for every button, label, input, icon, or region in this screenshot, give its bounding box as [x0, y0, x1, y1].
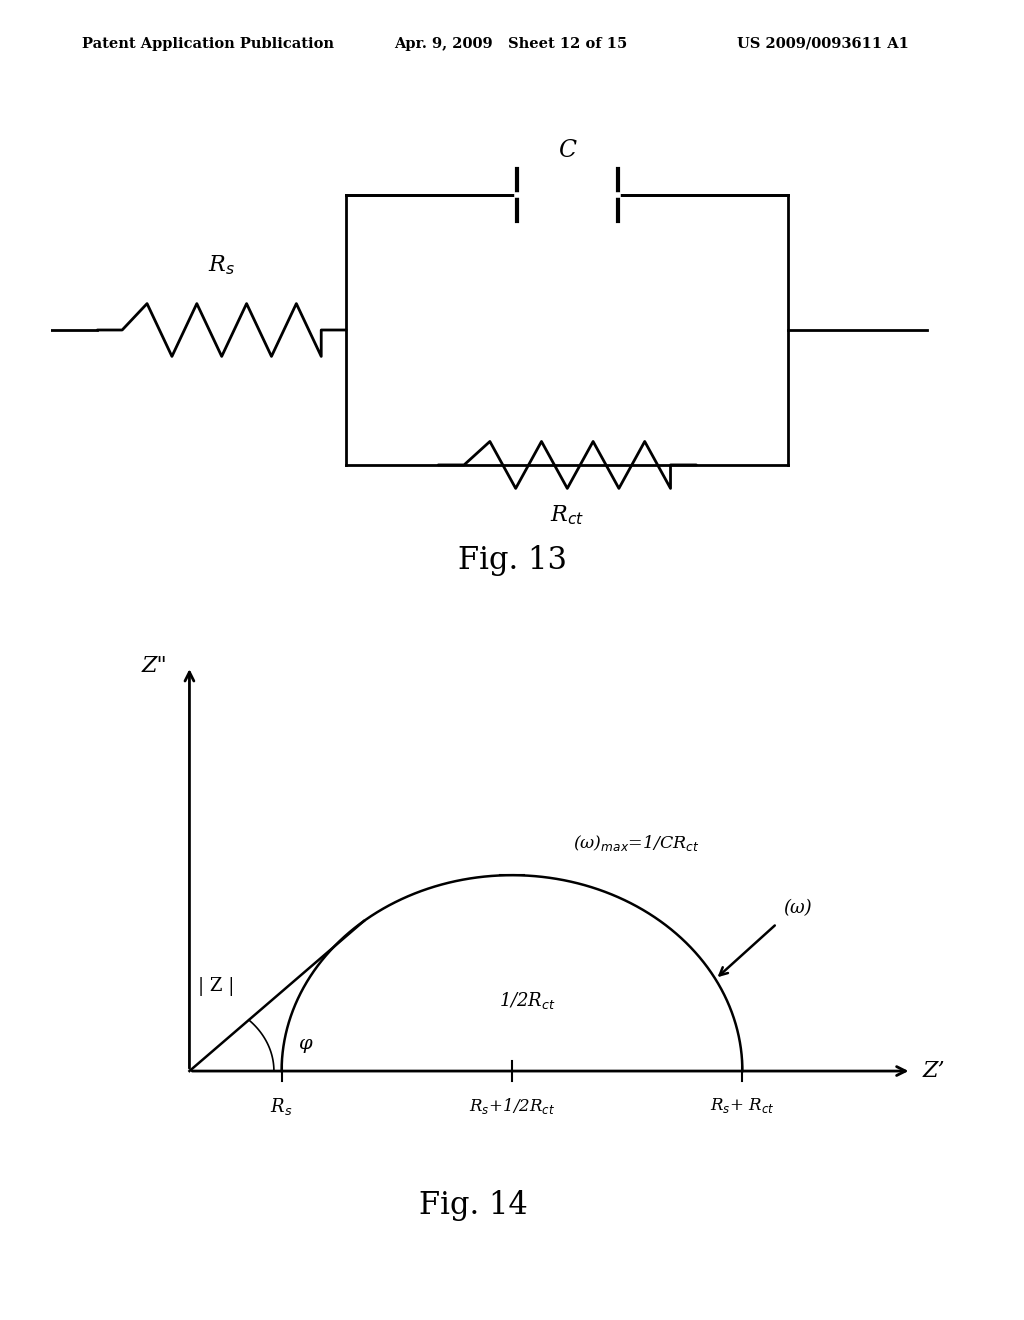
Text: Z’: Z’ [923, 1060, 945, 1082]
Text: φ: φ [298, 1035, 311, 1052]
Text: R$_{ct}$: R$_{ct}$ [550, 503, 585, 527]
Text: Patent Application Publication: Patent Application Publication [82, 37, 334, 51]
Text: (ω)$_{max}$=1/CR$_{ct}$: (ω)$_{max}$=1/CR$_{ct}$ [573, 833, 700, 853]
Text: R$_s$+ R$_{ct}$: R$_s$+ R$_{ct}$ [710, 1096, 775, 1115]
Text: US 2009/0093611 A1: US 2009/0093611 A1 [737, 37, 909, 51]
Text: Fig. 13: Fig. 13 [458, 545, 566, 577]
Text: R$_s$: R$_s$ [270, 1096, 293, 1117]
Text: Apr. 9, 2009   Sheet 12 of 15: Apr. 9, 2009 Sheet 12 of 15 [394, 37, 628, 51]
Text: Fig. 14: Fig. 14 [419, 1191, 528, 1221]
Text: (ω): (ω) [783, 899, 812, 917]
Text: C: C [558, 139, 577, 162]
Text: 1/2R$_{ct}$: 1/2R$_{ct}$ [499, 990, 556, 1011]
Text: R$_s$: R$_s$ [208, 253, 236, 277]
Text: | Z |: | Z | [198, 977, 234, 995]
Text: Z": Z" [142, 655, 168, 677]
Text: R$_s$+1/2R$_{ct}$: R$_s$+1/2R$_{ct}$ [469, 1096, 555, 1115]
